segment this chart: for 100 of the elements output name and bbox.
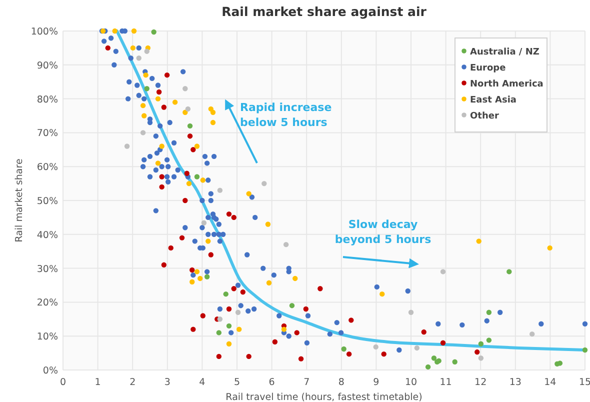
point — [105, 45, 110, 51]
point — [226, 323, 232, 329]
point — [440, 269, 446, 274]
point — [303, 306, 309, 312]
point — [168, 245, 174, 251]
point — [216, 330, 222, 336]
point — [159, 184, 164, 190]
x-tick-label: 15 — [578, 377, 590, 388]
point — [190, 326, 196, 332]
point — [283, 242, 289, 248]
point — [226, 306, 232, 312]
point — [210, 120, 216, 126]
legend-label: Europe — [470, 64, 506, 74]
point — [155, 96, 161, 102]
point — [144, 48, 150, 54]
x-tick-label: 6 — [268, 377, 275, 388]
x-tick-label: 0 — [60, 377, 66, 388]
x-tick-label: 7 — [304, 377, 310, 388]
point — [380, 291, 385, 297]
legend-label: North America — [470, 80, 544, 90]
point — [292, 276, 298, 282]
legend-label: Australia / NZ — [470, 48, 540, 58]
point — [186, 180, 192, 186]
point — [194, 174, 200, 180]
y-tick-label: 100% — [30, 26, 58, 38]
point — [130, 45, 136, 51]
point — [246, 191, 252, 196]
point — [182, 198, 188, 204]
point — [486, 310, 492, 315]
legend-label: East Asia — [470, 96, 516, 106]
point — [200, 178, 206, 183]
point — [547, 245, 552, 251]
point — [421, 329, 426, 335]
point — [141, 113, 147, 118]
x-tick-label: 9 — [373, 377, 380, 388]
x-tick-label: 2 — [130, 377, 136, 388]
y-tick-label: 50% — [36, 196, 58, 207]
point — [478, 356, 484, 361]
x-tick-label: 14 — [544, 377, 556, 388]
point — [161, 262, 167, 268]
point — [226, 341, 232, 346]
x-tick-label: 8 — [338, 377, 344, 388]
annotation: Slow decay beyond 5 hours — [334, 218, 432, 246]
point — [294, 330, 300, 336]
y-tick-label: 30% — [36, 264, 58, 275]
point — [187, 123, 193, 129]
point — [159, 144, 164, 149]
point — [240, 289, 246, 295]
x-axis-title: Rail travel time (hours, fastest timetable) — [226, 392, 422, 402]
point — [425, 364, 431, 370]
point — [204, 274, 210, 280]
point — [478, 341, 484, 346]
legend-label: Other — [470, 112, 500, 122]
y-tick-label: 70% — [36, 128, 58, 140]
point — [172, 100, 178, 105]
point — [506, 269, 512, 274]
point — [194, 269, 200, 274]
point — [182, 110, 188, 115]
point — [246, 354, 252, 360]
y-tick-label: 40% — [36, 230, 58, 241]
chart-title: Rail market share against air — [222, 4, 428, 19]
point — [124, 144, 130, 149]
annotation: Rapid increase below 5 hours — [240, 101, 332, 129]
point — [194, 144, 200, 149]
x-tick-label: 4 — [199, 377, 206, 388]
point — [208, 252, 214, 258]
point — [298, 356, 304, 362]
y-tick-label: 80% — [36, 94, 58, 106]
point — [200, 313, 206, 318]
point — [190, 267, 195, 273]
y-tick-label: 60% — [36, 162, 58, 174]
point — [131, 28, 137, 34]
point — [431, 356, 437, 361]
point — [198, 276, 203, 282]
point — [179, 235, 185, 240]
point — [190, 279, 195, 284]
point — [530, 331, 535, 337]
point — [112, 28, 118, 34]
point — [231, 286, 236, 292]
point — [582, 347, 588, 353]
x-tick-label: 1 — [94, 377, 101, 388]
point — [408, 310, 414, 315]
point — [318, 286, 323, 292]
point — [440, 340, 446, 346]
point — [289, 302, 295, 308]
point — [373, 344, 378, 350]
point — [476, 238, 482, 244]
point — [187, 133, 193, 139]
point — [201, 220, 207, 226]
point — [474, 349, 480, 355]
point — [161, 104, 167, 110]
x-tick-label: 10 — [404, 377, 418, 388]
point — [210, 110, 216, 115]
point — [206, 238, 211, 244]
x-tick-label: 5 — [234, 377, 240, 388]
point — [281, 326, 287, 332]
point — [266, 280, 272, 286]
point — [341, 346, 346, 352]
point — [348, 318, 354, 323]
point — [231, 214, 236, 220]
